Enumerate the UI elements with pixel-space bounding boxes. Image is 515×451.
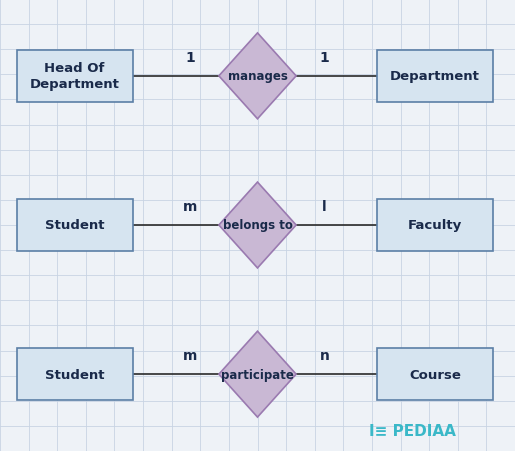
FancyBboxPatch shape: [16, 51, 133, 102]
FancyBboxPatch shape: [16, 348, 133, 400]
Text: n: n: [319, 349, 330, 362]
Polygon shape: [219, 183, 296, 268]
FancyBboxPatch shape: [377, 199, 493, 251]
Text: m: m: [183, 200, 198, 213]
Text: belongs to: belongs to: [222, 219, 293, 232]
FancyBboxPatch shape: [16, 199, 133, 251]
Text: 1: 1: [320, 51, 329, 64]
Text: Course: Course: [409, 368, 461, 381]
Polygon shape: [219, 331, 296, 417]
Text: Department: Department: [390, 70, 480, 83]
Text: Head Of
Department: Head Of Department: [30, 62, 119, 91]
Text: manages: manages: [228, 70, 287, 83]
Text: participate: participate: [221, 368, 294, 381]
Text: 1: 1: [186, 51, 195, 64]
Polygon shape: [219, 34, 296, 120]
Text: Faculty: Faculty: [408, 219, 462, 232]
FancyBboxPatch shape: [377, 348, 493, 400]
Text: Student: Student: [45, 368, 105, 381]
FancyBboxPatch shape: [377, 51, 493, 102]
Text: l: l: [322, 200, 327, 213]
Text: I≡ PEDIAA: I≡ PEDIAA: [369, 423, 455, 438]
Text: m: m: [183, 349, 198, 362]
Text: Student: Student: [45, 219, 105, 232]
